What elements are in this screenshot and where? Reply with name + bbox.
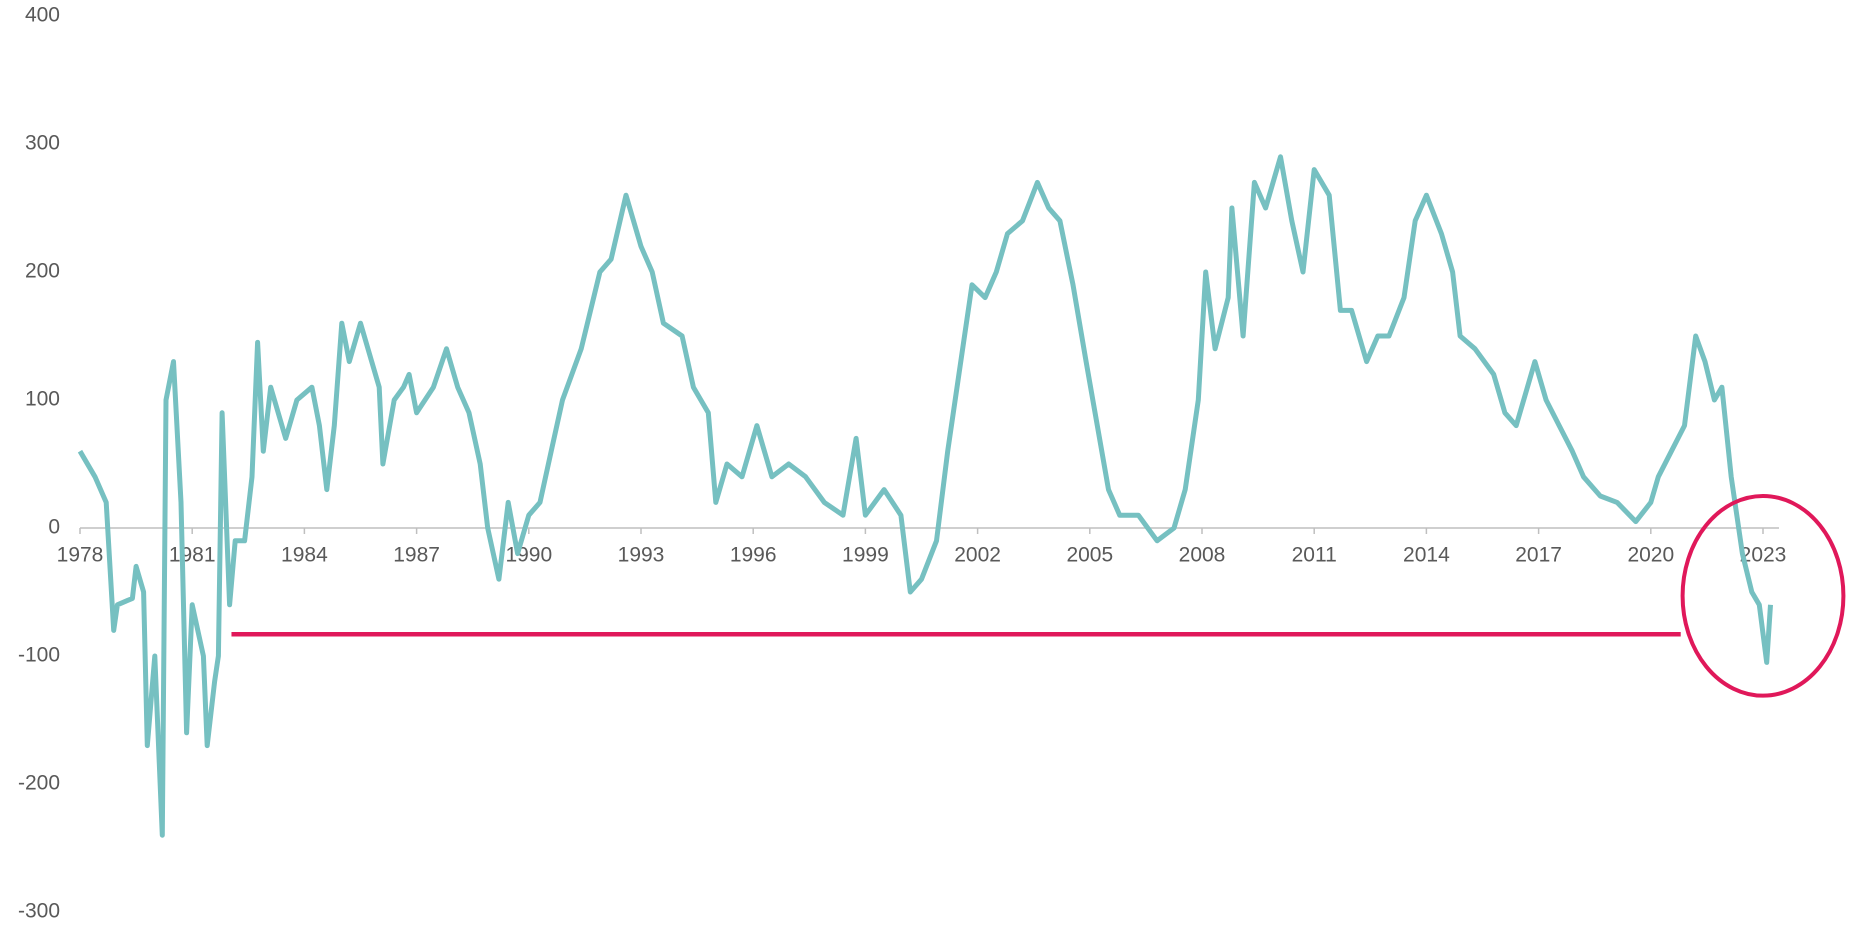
x-tick-label: 2020 (1627, 544, 1674, 567)
x-tick-label: 2023 (1740, 544, 1787, 567)
y-tick-label: 100 (25, 388, 60, 411)
x-tick-label: 1993 (618, 544, 665, 567)
x-tick-label: 1987 (393, 544, 440, 567)
x-tick-label: 2011 (1292, 544, 1337, 567)
y-tick-label: -100 (18, 644, 60, 667)
y-tick-label: 0 (48, 516, 60, 539)
y-tick-label: 300 (25, 132, 60, 155)
x-tick-label: 1990 (505, 544, 552, 567)
series-line (77, 154, 1773, 838)
x-tick-label: 2017 (1515, 544, 1562, 567)
highlight-circle (1680, 494, 1846, 698)
x-tick-label: 2005 (1066, 544, 1113, 567)
y-tick-label: -300 (18, 900, 60, 923)
x-tick-label: 1996 (730, 544, 777, 567)
y-tick-label: -200 (18, 772, 60, 795)
x-tick-label: 1978 (57, 544, 104, 567)
x-tick-label: 1981 (169, 544, 216, 567)
x-tick-label: 1984 (281, 544, 328, 567)
y-tick-label: 400 (25, 4, 60, 27)
x-tick-label: 2002 (954, 544, 1001, 567)
x-tick-label: 2014 (1403, 544, 1450, 567)
x-tick-label: 2008 (1179, 544, 1226, 567)
x-tick-label: 1999 (842, 544, 889, 567)
y-tick-label: 200 (25, 260, 60, 283)
